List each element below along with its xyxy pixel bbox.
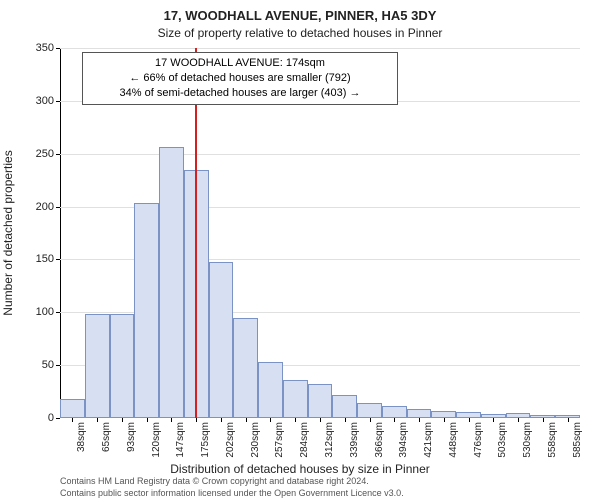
chart-subtitle: Size of property relative to detached ho… [0, 26, 600, 40]
x-tick-label: 312sqm [324, 422, 335, 458]
y-tick-mark [56, 154, 60, 155]
x-tick-mark [394, 418, 395, 422]
footer-line-2: Contains public sector information licen… [60, 488, 404, 500]
info-box: 17 WOODHALL AVENUE: 174sqm ← 66% of deta… [82, 52, 398, 105]
x-tick-mark [370, 418, 371, 422]
footer-text: Contains HM Land Registry data © Crown c… [60, 476, 404, 499]
x-tick-mark [270, 418, 271, 422]
x-tick-label: 476sqm [473, 422, 484, 458]
x-tick-label: 394sqm [398, 422, 409, 458]
x-tick-mark [568, 418, 569, 422]
x-tick-mark [518, 418, 519, 422]
x-tick-mark [221, 418, 222, 422]
x-tick-label: 585sqm [572, 422, 583, 458]
y-tick-label: 300 [36, 95, 54, 107]
info-line-2: ← 66% of detached houses are smaller (79… [91, 71, 389, 86]
y-tick-mark [56, 418, 60, 419]
histogram-bar [382, 406, 407, 418]
x-tick-label: 202sqm [225, 422, 236, 458]
x-tick-label: 339sqm [349, 422, 360, 458]
x-tick-label: 147sqm [175, 422, 186, 458]
histogram-bar [407, 409, 432, 419]
x-tick-label: 448sqm [448, 422, 459, 458]
y-tick-label: 200 [36, 201, 54, 213]
x-tick-mark [97, 418, 98, 422]
histogram-bar [357, 403, 382, 418]
x-tick-mark [419, 418, 420, 422]
x-tick-mark [469, 418, 470, 422]
y-tick-mark [56, 101, 60, 102]
x-tick-mark [72, 418, 73, 422]
x-tick-mark [171, 418, 172, 422]
x-tick-mark [196, 418, 197, 422]
x-tick-label: 558sqm [547, 422, 558, 458]
y-axis-label: Number of detached properties [1, 150, 15, 315]
x-tick-mark [444, 418, 445, 422]
x-tick-label: 175sqm [200, 422, 211, 458]
histogram-bar [110, 314, 135, 418]
x-tick-label: 284sqm [299, 422, 310, 458]
x-tick-label: 38sqm [76, 422, 87, 452]
x-tick-mark [493, 418, 494, 422]
info-line-3: 34% of semi-detached houses are larger (… [91, 86, 389, 101]
x-tick-mark [295, 418, 296, 422]
x-tick-mark [147, 418, 148, 422]
footer-line-1: Contains HM Land Registry data © Crown c… [60, 476, 404, 488]
histogram-bar [159, 147, 184, 418]
x-tick-label: 366sqm [374, 422, 385, 458]
x-tick-mark [320, 418, 321, 422]
gridline [60, 48, 580, 49]
chart-title: 17, WOODHALL AVENUE, PINNER, HA5 3DY [0, 8, 600, 23]
x-axis-label: Distribution of detached houses by size … [0, 462, 600, 476]
x-tick-label: 530sqm [522, 422, 533, 458]
histogram-bar [233, 318, 258, 418]
y-tick-label: 50 [42, 359, 54, 371]
histogram-bar [431, 411, 456, 418]
histogram-bar [60, 399, 85, 418]
info-line-1: 17 WOODHALL AVENUE: 174sqm [91, 56, 389, 71]
y-tick-label: 100 [36, 306, 54, 318]
histogram-bar [134, 203, 159, 418]
histogram-bar [308, 384, 333, 418]
y-tick-mark [56, 365, 60, 366]
y-tick-label: 250 [36, 148, 54, 160]
x-tick-label: 257sqm [274, 422, 285, 458]
y-tick-label: 150 [36, 253, 54, 265]
chart-container: { "title_main": "17, WOODHALL AVENUE, PI… [0, 0, 600, 500]
x-tick-mark [246, 418, 247, 422]
y-tick-mark [56, 312, 60, 313]
x-tick-label: 120sqm [151, 422, 162, 458]
histogram-bar [283, 380, 308, 418]
gridline [60, 154, 580, 155]
x-tick-mark [122, 418, 123, 422]
x-tick-mark [543, 418, 544, 422]
y-tick-mark [56, 207, 60, 208]
histogram-bar [209, 262, 234, 418]
x-tick-mark [345, 418, 346, 422]
x-tick-label: 503sqm [497, 422, 508, 458]
y-tick-mark [56, 48, 60, 49]
y-tick-label: 350 [36, 42, 54, 54]
histogram-bar [332, 395, 357, 418]
y-tick-mark [56, 259, 60, 260]
histogram-bar [85, 314, 110, 418]
x-tick-label: 230sqm [250, 422, 261, 458]
x-tick-label: 65sqm [101, 422, 112, 452]
y-axis-line [60, 48, 61, 418]
y-tick-label: 0 [48, 412, 54, 424]
histogram-bar [258, 362, 283, 418]
x-tick-label: 421sqm [423, 422, 434, 458]
x-tick-label: 93sqm [126, 422, 137, 452]
